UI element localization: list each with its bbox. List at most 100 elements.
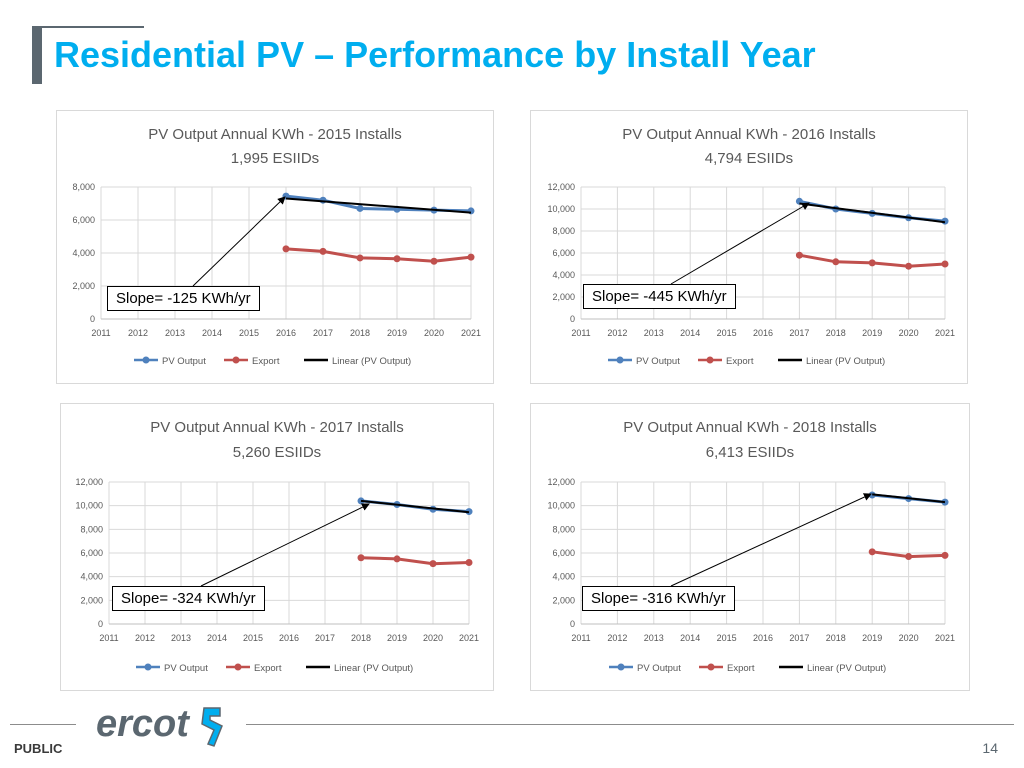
y-tick-label: 8,000 — [552, 524, 575, 534]
legend-pv-output-marker — [617, 663, 625, 671]
x-tick-label: 2011 — [571, 633, 590, 643]
x-tick-label: 2011 — [571, 328, 590, 338]
x-tick-label: 2016 — [753, 328, 773, 338]
x-tick-label: 2013 — [644, 633, 664, 643]
legend-export-marker — [707, 663, 715, 671]
y-tick-label: 4,000 — [72, 248, 95, 258]
legend-export-label: Export — [727, 663, 755, 674]
legend-linear-label: Linear (PV Output) — [334, 663, 413, 674]
data-point — [465, 558, 473, 566]
series-line — [360, 556, 470, 566]
x-tick-label: 2016 — [753, 633, 773, 643]
chart-subtitle: 5,260 ESIIDs — [233, 444, 321, 461]
x-tick-label: 2015 — [243, 633, 263, 643]
data-point — [393, 255, 401, 263]
y-tick-label: 4,000 — [552, 270, 575, 280]
y-tick-label: 0 — [98, 619, 103, 629]
legend-export-label: Export — [252, 356, 280, 367]
x-tick-label: 2014 — [680, 328, 700, 338]
y-tick-label: 8,000 — [552, 226, 575, 236]
y-tick-label: 10,000 — [75, 501, 103, 511]
x-tick-label: 2017 — [313, 328, 333, 338]
legend-pv-output-label: PV Output — [636, 356, 680, 367]
footer-rule-right — [246, 724, 1014, 725]
data-point — [356, 204, 364, 212]
series-line — [285, 247, 472, 263]
data-point — [356, 254, 364, 262]
y-tick-label: 0 — [570, 619, 575, 629]
series-line — [285, 194, 472, 213]
data-point — [282, 245, 290, 253]
chart-title: PV Output Annual KWh - 2016 Installs — [622, 126, 875, 143]
title-rule — [32, 26, 144, 28]
slope-annotation-2015: Slope= -125 KWh/yr — [107, 286, 260, 311]
data-point — [868, 548, 876, 556]
y-tick-label: 4,000 — [80, 572, 103, 582]
chart-title: PV Output Annual KWh - 2018 Installs — [623, 419, 876, 436]
x-tick-label: 2019 — [862, 633, 882, 643]
legend-pv-output-label: PV Output — [162, 356, 206, 367]
trendline — [360, 499, 470, 514]
x-tick-label: 2020 — [423, 633, 443, 643]
data-point — [430, 257, 438, 265]
x-tick-label: 2012 — [607, 633, 627, 643]
y-tick-label: 2,000 — [552, 292, 575, 302]
footer-rule-left — [10, 724, 76, 725]
x-tick-label: 2018 — [826, 328, 846, 338]
x-tick-label: 2014 — [207, 633, 227, 643]
x-tick-label: 2012 — [128, 328, 148, 338]
annotation-arrow — [192, 196, 286, 287]
x-tick-label: 2019 — [862, 328, 882, 338]
y-tick-label: 6,000 — [552, 248, 575, 258]
slope-annotation-2016: Slope= -445 KWh/yr — [583, 284, 736, 309]
x-tick-label: 2019 — [387, 633, 407, 643]
x-tick-label: 2017 — [789, 633, 809, 643]
chart-panel-2016: PV Output Annual KWh - 2016 Installs 4,79… — [530, 110, 968, 384]
chart-title: PV Output Annual KWh - 2015 Installs — [148, 126, 401, 143]
chart-panel-2017: PV Output Annual KWh - 2017 Installs 5,26… — [60, 403, 494, 691]
legend-export-marker — [234, 663, 242, 671]
data-point — [832, 258, 840, 266]
legend-linear-label: Linear (PV Output) — [332, 356, 411, 367]
chart-subtitle: 6,413 ESIIDs — [706, 444, 794, 461]
x-tick-label: 2017 — [315, 633, 335, 643]
x-tick-label: 2020 — [899, 328, 919, 338]
x-tick-label: 2018 — [351, 633, 371, 643]
y-tick-label: 12,000 — [75, 477, 103, 487]
y-tick-label: 8,000 — [80, 524, 103, 534]
x-tick-label: 2021 — [459, 633, 479, 643]
y-tick-label: 6,000 — [552, 548, 575, 558]
page-title: Residential PV – Performance by Install … — [54, 34, 816, 75]
chart-2015-svg: PV Output Annual KWh - 2015 Installs 1,99… — [72, 126, 481, 367]
x-tick-label: 2015 — [239, 328, 259, 338]
legend-linear-label: Linear (PV Output) — [806, 356, 885, 367]
x-tick-label: 2014 — [680, 633, 700, 643]
x-tick-label: 2016 — [279, 633, 299, 643]
data-point — [941, 551, 949, 559]
data-point — [319, 247, 327, 255]
legend-pv-output-marker — [144, 663, 152, 671]
x-tick-label: 2016 — [276, 328, 296, 338]
x-tick-label: 2011 — [99, 633, 118, 643]
footer-label: PUBLIC — [14, 741, 63, 756]
y-tick-label: 6,000 — [80, 548, 103, 558]
y-tick-label: 4,000 — [552, 572, 575, 582]
x-tick-label: 2020 — [424, 328, 444, 338]
legend-pv-output-label: PV Output — [637, 663, 681, 674]
data-point — [941, 498, 949, 506]
data-point — [393, 555, 401, 563]
legend-export-marker — [232, 356, 240, 364]
chart-subtitle: 1,995 ESIIDs — [231, 150, 319, 167]
y-tick-label: 6,000 — [72, 215, 95, 225]
x-tick-label: 2021 — [461, 328, 481, 338]
x-tick-label: 2014 — [202, 328, 222, 338]
x-tick-label: 2021 — [935, 633, 955, 643]
x-tick-label: 2019 — [387, 328, 407, 338]
chart-panel-2018: PV Output Annual KWh - 2018 Installs 6,41… — [530, 403, 970, 691]
legend-export-marker — [706, 356, 714, 364]
y-tick-label: 10,000 — [547, 501, 575, 511]
slope-annotation-2018: Slope= -316 KWh/yr — [582, 586, 735, 611]
chart-subtitle: 4,794 ESIIDs — [705, 150, 793, 167]
x-tick-label: 2015 — [717, 328, 737, 338]
ercot-logo: ercot — [96, 700, 236, 757]
